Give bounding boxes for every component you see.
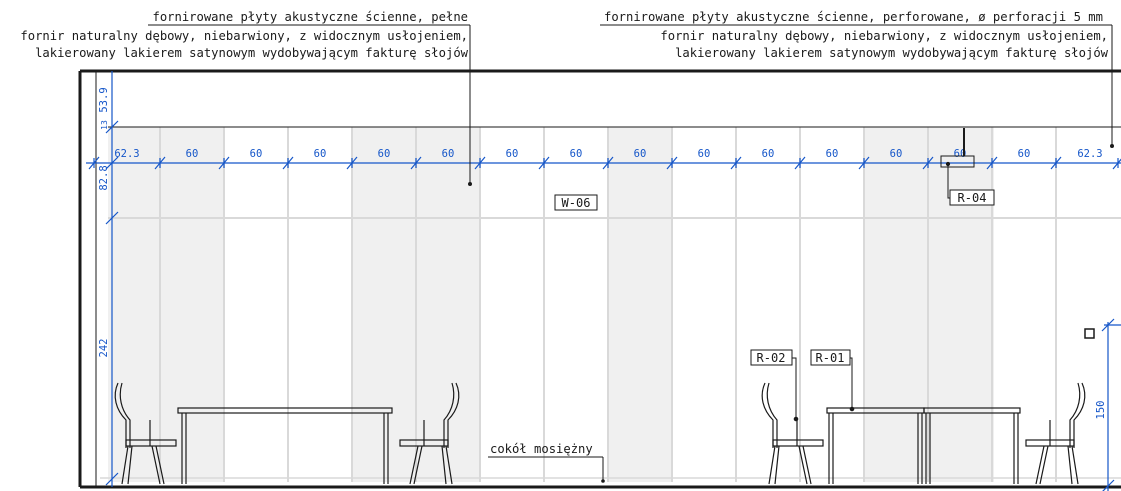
tag-r04-label: R-04 — [958, 191, 987, 205]
note-right-line2: fornir naturalny dębowy, niebarwiony, z … — [660, 29, 1108, 43]
annotation-right: fornirowane płyty akustyczne ścienne, pe… — [600, 10, 1114, 148]
chair-right-1 — [761, 382, 824, 485]
dim-h-5: 60 — [378, 148, 391, 160]
wall-outline — [78, 69, 1121, 489]
note-left-line3: lakierowany lakierem satynowym wydobywaj… — [35, 46, 469, 60]
dim-v-242: 242 — [98, 339, 110, 358]
dim-h-6: 60 — [442, 148, 455, 160]
annotation-left: fornirowane płyty akustyczne ścienne, pe… — [20, 10, 472, 186]
table-left — [177, 407, 393, 484]
note-right-line3: lakierowany lakierem satynowym wydobywaj… — [675, 46, 1109, 60]
dim-h-15: 60 — [1018, 148, 1031, 160]
dim-v-13: 13 — [100, 120, 109, 130]
chair-left-2 — [399, 382, 460, 485]
tag-w06-label: W-06 — [562, 196, 591, 210]
chair-left-1 — [114, 382, 177, 485]
tag-r02 — [750, 349, 799, 422]
panel-fills — [108, 127, 994, 482]
dim-h-1: 62.3 — [114, 148, 139, 160]
dim-h-8: 60 — [570, 148, 583, 160]
dim-h-10: 60 — [698, 148, 711, 160]
electrical-outlet-symbol — [1084, 328, 1095, 339]
tag-r01-label: R-01 — [816, 351, 845, 365]
dim-h-13: 60 — [890, 148, 903, 160]
dim-v-82-8: 82.8 — [98, 165, 110, 190]
horizontal-dimension-line — [86, 156, 1121, 170]
left-vertical-dimension — [105, 71, 119, 487]
table-right-b — [923, 407, 1021, 484]
chair-right-2 — [1025, 382, 1086, 485]
note-left-line1: fornirowane płyty akustyczne ścienne, pe… — [152, 10, 468, 24]
annotation-base: cokół mosiężny — [488, 442, 605, 483]
note-left-line2: fornir naturalny dębowy, niebarwiony, z … — [20, 29, 468, 43]
panel-solid-1 — [108, 127, 224, 482]
right-vertical-dimension — [1101, 318, 1121, 491]
tag-r04 — [940, 128, 995, 206]
dim-h-9: 60 — [634, 148, 647, 160]
dim-v-150: 150 — [1095, 401, 1107, 420]
tag-w06: W-06 — [554, 194, 598, 211]
dim-v-53-9: 53.9 — [98, 87, 110, 112]
dim-h-16: 62.3 — [1077, 148, 1102, 160]
tag-r01 — [810, 349, 855, 412]
tag-r02-label: R-02 — [757, 351, 786, 365]
dim-h-2: 60 — [186, 148, 199, 160]
dim-h-4: 60 — [314, 148, 327, 160]
dim-h-3: 60 — [250, 148, 263, 160]
dim-h-12: 60 — [826, 148, 839, 160]
panel-solid-3 — [608, 127, 672, 482]
note-base: cokół mosiężny — [490, 442, 593, 456]
panel-joints — [159, 127, 1057, 482]
note-right-line1: fornirowane płyty akustyczne ścienne, pe… — [604, 10, 1103, 24]
horizontal-dimension-labels: 62.3 60 60 60 60 60 60 60 60 60 60 60 60… — [114, 148, 1102, 160]
dim-h-11: 60 — [762, 148, 775, 160]
dim-h-7: 60 — [506, 148, 519, 160]
left-vertical-dimension-labels: 53.9 13 82.8 242 — [98, 87, 110, 357]
